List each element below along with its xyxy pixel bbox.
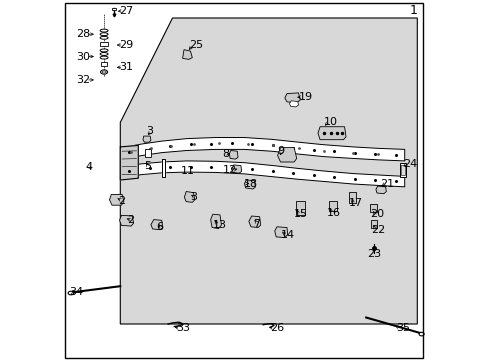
Bar (370, 220, 377, 228)
Text: 12: 12 (222, 165, 236, 175)
Ellipse shape (418, 332, 423, 336)
Polygon shape (229, 150, 238, 159)
Ellipse shape (101, 70, 107, 74)
Text: 31: 31 (119, 62, 133, 72)
Ellipse shape (68, 291, 74, 295)
Ellipse shape (100, 33, 108, 36)
Bar (399, 163, 406, 177)
Text: 2: 2 (118, 196, 124, 206)
Text: 35: 35 (395, 323, 409, 333)
Ellipse shape (102, 71, 106, 73)
Polygon shape (120, 18, 416, 324)
Polygon shape (120, 145, 138, 180)
Bar (295, 201, 304, 215)
Polygon shape (289, 101, 298, 107)
Polygon shape (231, 165, 241, 173)
Polygon shape (162, 159, 165, 177)
Text: 3: 3 (146, 126, 153, 136)
Polygon shape (210, 214, 221, 229)
Text: 30: 30 (76, 51, 90, 62)
Text: 8: 8 (222, 149, 229, 159)
Text: 26: 26 (270, 323, 284, 333)
Bar (328, 201, 336, 211)
Text: 33: 33 (176, 323, 190, 333)
Bar (112, 8, 116, 10)
Text: 19: 19 (298, 92, 312, 102)
Ellipse shape (100, 29, 108, 32)
Text: 14: 14 (281, 230, 295, 240)
Ellipse shape (100, 49, 108, 52)
Polygon shape (122, 138, 404, 161)
Text: 28: 28 (76, 29, 90, 39)
Text: 11: 11 (180, 166, 194, 176)
Text: 1: 1 (409, 4, 417, 17)
Polygon shape (317, 127, 346, 140)
Text: 3: 3 (190, 192, 197, 202)
Text: 18: 18 (244, 179, 257, 189)
Polygon shape (244, 180, 255, 189)
Text: 15: 15 (294, 209, 307, 219)
Text: 9: 9 (276, 146, 284, 156)
Polygon shape (248, 216, 260, 228)
Text: 23: 23 (366, 249, 380, 259)
Bar (400, 165, 404, 175)
Ellipse shape (100, 56, 108, 59)
Text: 29: 29 (119, 40, 133, 50)
Bar (101, 62, 107, 66)
Polygon shape (375, 186, 386, 194)
Bar (101, 42, 107, 46)
Text: 25: 25 (188, 40, 203, 50)
Polygon shape (284, 93, 300, 103)
Polygon shape (142, 136, 151, 142)
Bar (348, 192, 356, 203)
Polygon shape (151, 220, 163, 230)
Polygon shape (184, 192, 194, 202)
Text: 17: 17 (348, 198, 362, 208)
Text: 32: 32 (76, 75, 90, 85)
Polygon shape (122, 161, 404, 187)
Text: 4: 4 (85, 162, 92, 172)
Polygon shape (274, 227, 287, 238)
Polygon shape (277, 148, 296, 162)
Text: 10: 10 (323, 117, 337, 127)
Text: 24: 24 (402, 159, 416, 169)
Ellipse shape (100, 53, 108, 55)
Text: 13: 13 (212, 220, 226, 230)
Text: 7: 7 (253, 219, 260, 229)
Bar (369, 204, 376, 212)
Text: 34: 34 (69, 287, 83, 297)
Text: 6: 6 (156, 222, 163, 232)
Polygon shape (120, 215, 133, 226)
Polygon shape (182, 50, 192, 59)
Text: 21: 21 (380, 179, 394, 189)
Text: 2: 2 (127, 215, 134, 225)
Text: 20: 20 (370, 209, 384, 219)
Polygon shape (109, 194, 123, 205)
Text: 16: 16 (326, 208, 341, 218)
Bar (144, 149, 151, 157)
Text: 22: 22 (370, 225, 385, 235)
Ellipse shape (100, 36, 108, 39)
Text: 5: 5 (143, 161, 150, 171)
Text: 27: 27 (119, 6, 133, 16)
